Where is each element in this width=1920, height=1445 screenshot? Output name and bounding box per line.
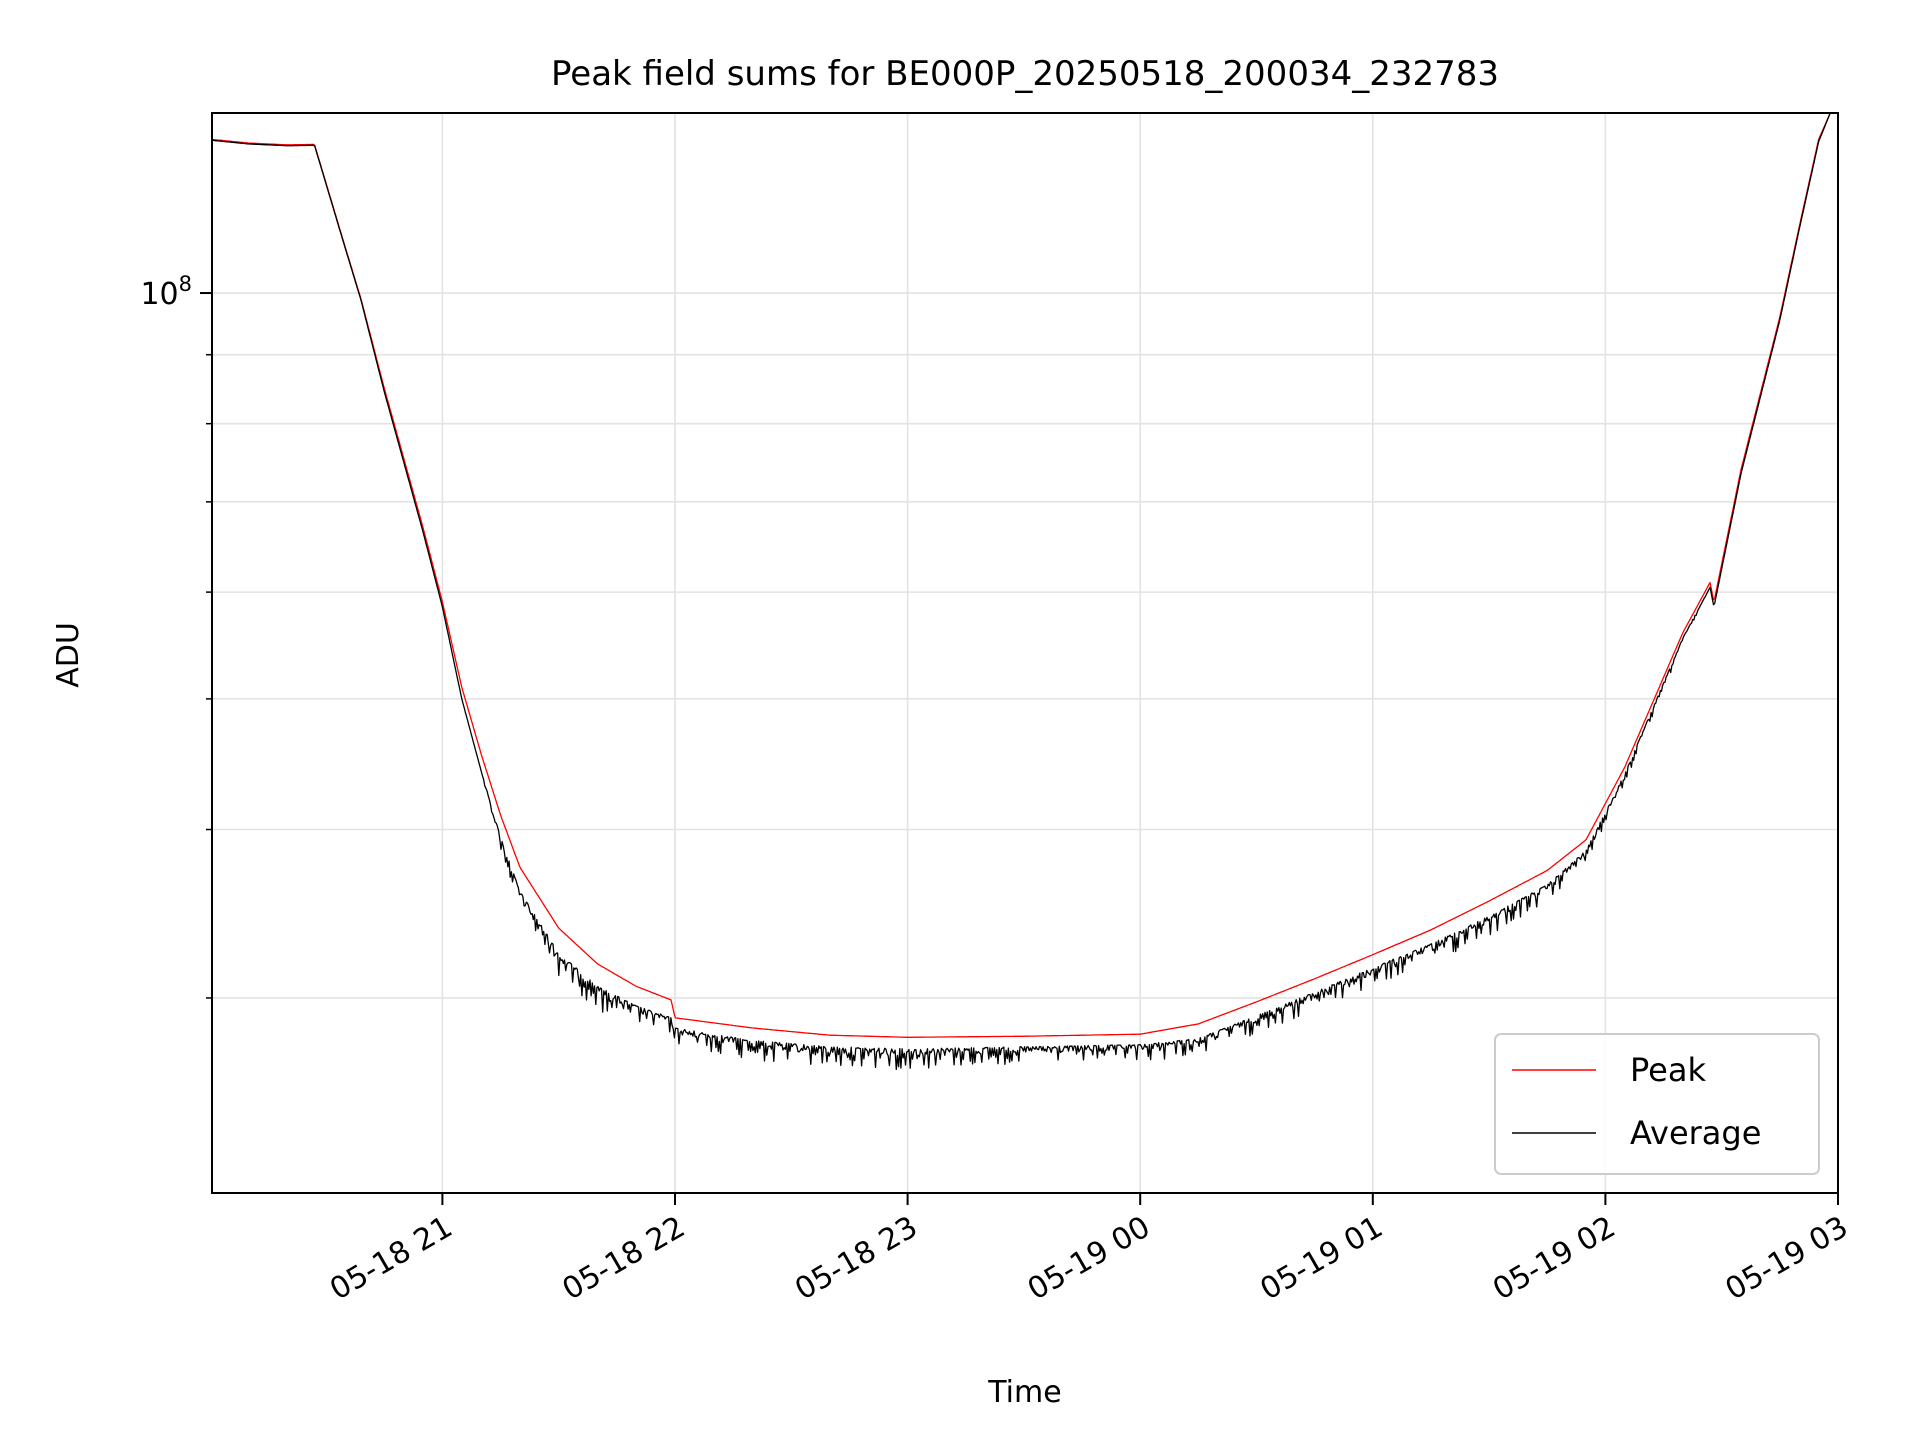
legend-label-average: Average bbox=[1630, 1114, 1761, 1152]
legend-box bbox=[1494, 1033, 1820, 1175]
legend: Peak Average bbox=[1494, 1033, 1820, 1175]
grid bbox=[212, 113, 1839, 1193]
y-axis-label: ADU bbox=[51, 622, 86, 688]
y-tick-label: 108 bbox=[140, 272, 192, 312]
series-line-peak bbox=[211, 112, 1831, 1038]
series-line-average bbox=[211, 112, 1831, 1071]
x-axis-label: Time bbox=[987, 1375, 1061, 1410]
chart-title: Peak field sums for BE000P_20250518_2000… bbox=[551, 54, 1499, 94]
plot-area-frame bbox=[211, 112, 1839, 1194]
legend-label-peak: Peak bbox=[1630, 1051, 1706, 1089]
series-layer bbox=[211, 112, 1831, 1071]
